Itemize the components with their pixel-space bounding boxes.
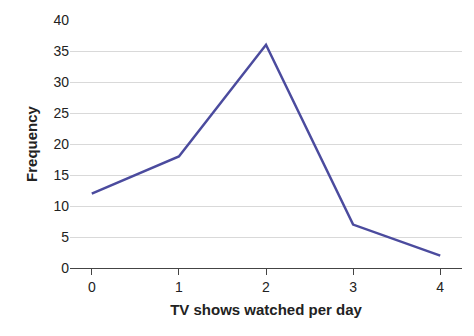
svg-text:0: 0	[61, 260, 69, 276]
svg-text:2: 2	[262, 279, 270, 295]
svg-text:35: 35	[53, 43, 69, 59]
svg-text:10: 10	[53, 198, 69, 214]
svg-text:4: 4	[436, 279, 444, 295]
svg-text:5: 5	[61, 229, 69, 245]
svg-text:25: 25	[53, 105, 69, 121]
svg-text:30: 30	[53, 74, 69, 90]
svg-text:TV shows watched per day: TV shows watched per day	[170, 301, 362, 318]
svg-text:20: 20	[53, 136, 69, 152]
svg-text:3: 3	[349, 279, 357, 295]
svg-text:40: 40	[53, 12, 69, 28]
svg-text:0: 0	[88, 279, 96, 295]
svg-text:15: 15	[53, 167, 69, 183]
svg-text:Frequency: Frequency	[23, 105, 40, 182]
svg-text:1: 1	[175, 279, 183, 295]
